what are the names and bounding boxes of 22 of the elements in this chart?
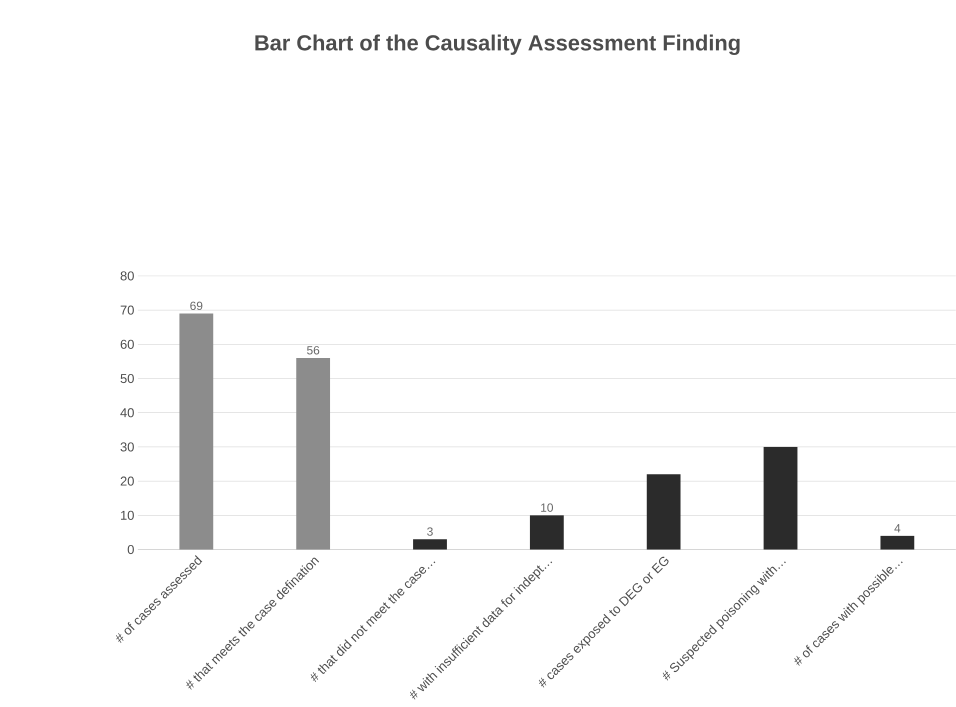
bar	[646, 474, 681, 550]
y-tick-label: 40	[120, 408, 134, 418]
bar	[296, 358, 330, 550]
y-tick-label: 0	[128, 545, 134, 554]
data-label: 10	[541, 504, 553, 512]
y-tick-label: 10	[121, 510, 134, 520]
y-tick-label: 30	[120, 442, 134, 452]
data-label: 3	[427, 527, 433, 536]
chart-title: Bar Chart of the Causality Assessment Finding	[255, 34, 740, 56]
data-label: 4	[894, 524, 900, 532]
bar	[880, 536, 914, 550]
bar	[179, 314, 214, 550]
bar	[764, 447, 798, 550]
y-tick-label: 80	[120, 271, 134, 281]
data-label: 56	[307, 346, 320, 355]
y-tick-label: 70	[120, 306, 134, 315]
bar	[530, 515, 564, 550]
y-tick-label: 20	[120, 476, 134, 486]
data-label: 69	[190, 302, 202, 310]
bar	[413, 539, 447, 550]
y-tick-label: 60	[120, 340, 134, 349]
y-tick-label: 50	[120, 374, 134, 384]
